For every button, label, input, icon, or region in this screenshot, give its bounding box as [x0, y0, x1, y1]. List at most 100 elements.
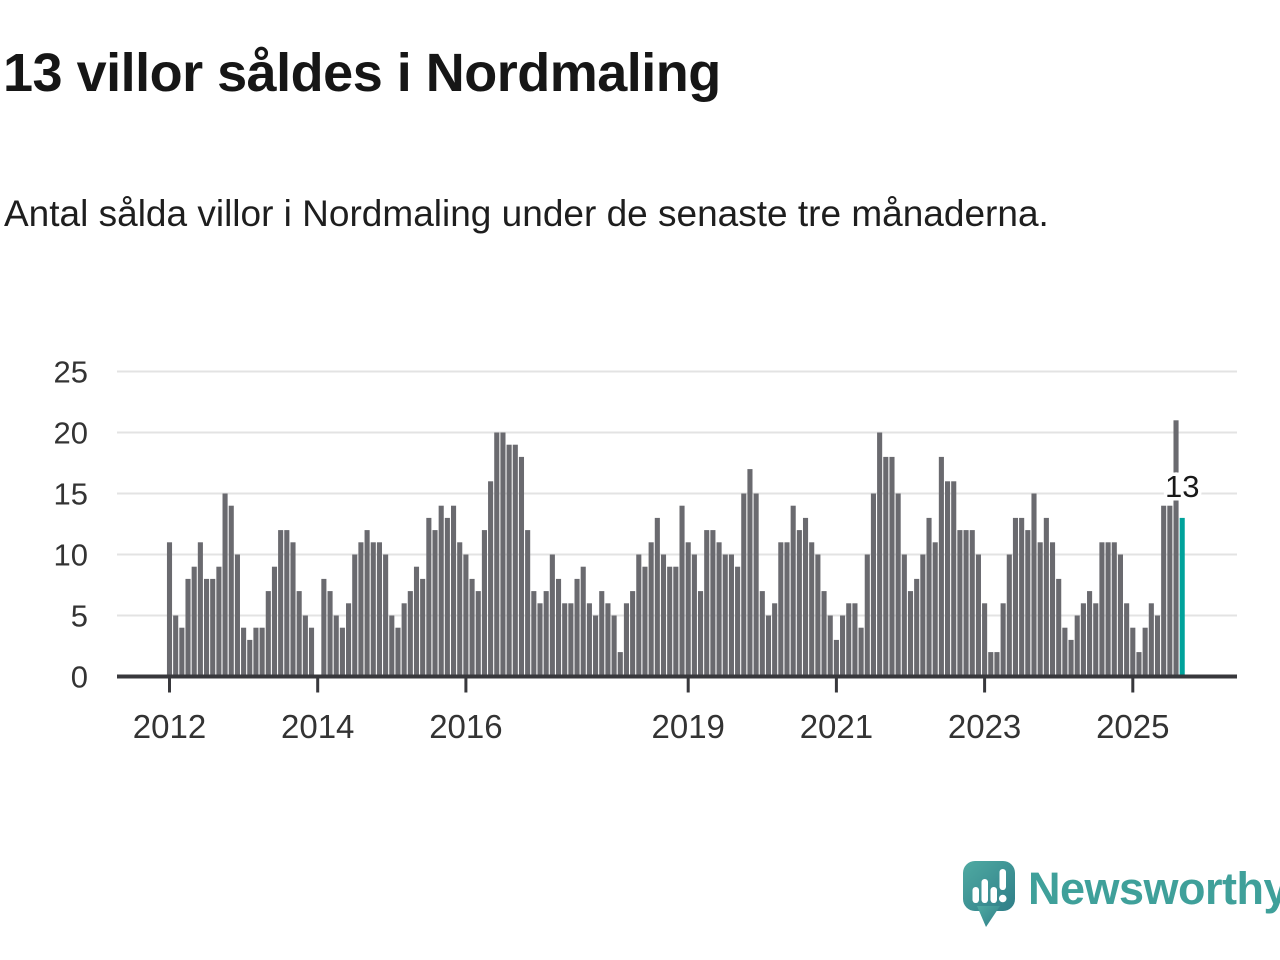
bar	[1043, 517, 1049, 677]
bar	[636, 554, 642, 677]
bar	[574, 578, 580, 677]
bar	[531, 591, 537, 677]
bar	[642, 566, 648, 677]
bar	[907, 591, 914, 677]
bar	[877, 432, 883, 677]
bar	[444, 517, 450, 677]
bar	[451, 505, 457, 677]
bar	[778, 542, 784, 677]
newsworthy-logo-icon	[963, 861, 1015, 927]
bar	[1074, 615, 1080, 677]
bar	[969, 530, 975, 677]
bar	[500, 432, 506, 677]
bar	[654, 517, 660, 677]
bar	[1117, 554, 1123, 677]
bar	[438, 505, 444, 677]
chart-subtitle: Antal sålda villor i Nordmaling under de…	[4, 193, 1049, 234]
bar	[1161, 505, 1167, 677]
bar	[945, 481, 951, 677]
bar	[1099, 542, 1105, 677]
bar	[376, 542, 382, 677]
bar	[1093, 603, 1099, 677]
bar	[901, 554, 907, 677]
bar	[358, 542, 364, 677]
bar	[469, 578, 475, 677]
bar	[747, 469, 753, 677]
bar	[593, 615, 599, 677]
bar	[963, 530, 969, 677]
bar	[1080, 603, 1086, 677]
bar	[512, 444, 518, 677]
bar	[957, 530, 963, 677]
bar	[611, 615, 617, 677]
bar	[284, 530, 290, 677]
bar	[475, 591, 481, 677]
bar	[1111, 542, 1117, 677]
bar	[395, 627, 401, 677]
bar	[1148, 603, 1154, 677]
bar	[586, 603, 592, 677]
bar	[698, 591, 704, 677]
bar	[420, 578, 426, 677]
bar	[864, 554, 870, 677]
speech-bubble-icon	[963, 861, 1015, 927]
bar	[710, 530, 716, 677]
bar	[1037, 542, 1043, 677]
bar	[722, 554, 728, 677]
bar	[562, 603, 568, 677]
bar	[920, 554, 926, 677]
bar	[308, 627, 315, 677]
bar	[914, 578, 920, 677]
bar	[1056, 578, 1062, 677]
bar	[623, 603, 629, 677]
bar	[1000, 603, 1006, 677]
bar	[333, 615, 339, 677]
bar	[1173, 420, 1179, 677]
bar	[1124, 603, 1130, 677]
bar	[870, 493, 876, 677]
bar	[833, 639, 839, 677]
y-tick-label: 5	[71, 599, 88, 634]
x-axis	[117, 674, 1237, 693]
brand-name: Newsworthy	[1028, 863, 1280, 914]
bar	[259, 627, 265, 677]
y-tick-label: 10	[54, 538, 88, 573]
bar	[938, 456, 944, 677]
bar	[179, 627, 185, 677]
bar	[994, 652, 1000, 677]
bar	[852, 603, 858, 677]
bar	[741, 493, 747, 677]
bar	[1154, 615, 1161, 677]
bar	[988, 652, 994, 677]
x-tick-label: 2012	[133, 708, 206, 745]
bar	[858, 627, 864, 677]
bar	[846, 603, 852, 677]
bar	[555, 578, 562, 677]
bar	[271, 566, 278, 677]
bar	[549, 554, 555, 677]
bar	[735, 566, 741, 677]
bar	[166, 542, 173, 677]
bar	[1105, 542, 1111, 677]
bar	[605, 603, 611, 677]
bar	[191, 566, 197, 677]
bar	[809, 542, 815, 677]
bar	[216, 566, 222, 677]
bar	[1006, 554, 1012, 677]
bar	[525, 530, 531, 677]
bar	[1167, 505, 1173, 677]
bar	[753, 493, 759, 677]
last-bar-value-label: 13	[1165, 469, 1199, 504]
bar-chart-exclamation-icon	[972, 869, 1007, 903]
bar	[253, 627, 259, 677]
x-tick-label: 2016	[429, 708, 502, 745]
chart-bars	[166, 420, 1185, 677]
bar	[784, 542, 790, 677]
bar	[617, 652, 623, 677]
bar	[346, 603, 352, 677]
bar	[759, 591, 765, 677]
bar	[185, 578, 191, 677]
bar	[210, 578, 216, 677]
bar	[197, 542, 203, 677]
